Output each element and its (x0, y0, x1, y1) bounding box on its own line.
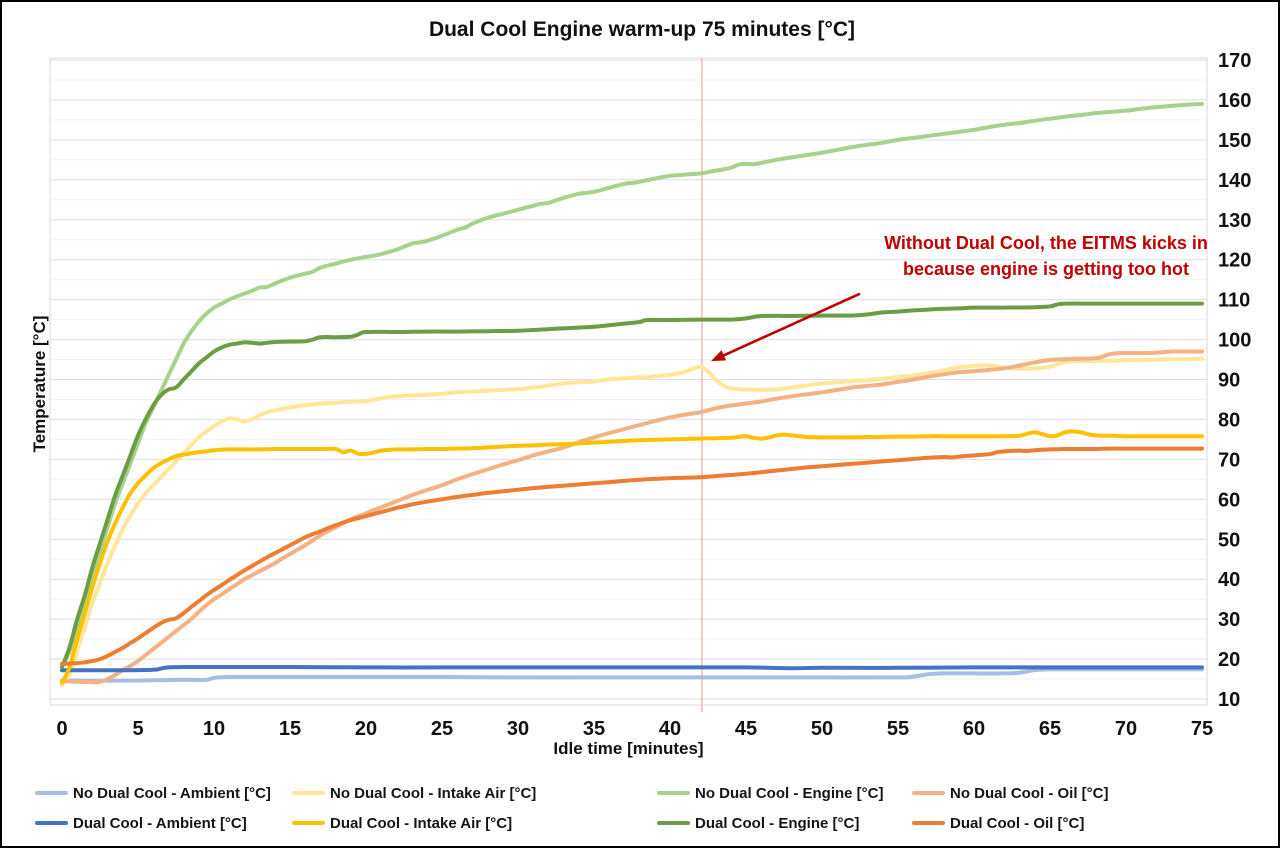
y-tick-label: 100 (1218, 330, 1251, 352)
legend-label: No Dual Cool - Ambient [°C] (73, 784, 271, 802)
x-tick-label: 20 (355, 718, 377, 740)
legend-item-no-dual-cool-oil-c: No Dual Cool - Oil [°C] (912, 778, 1278, 808)
y-tick-label: 110 (1218, 290, 1250, 312)
y-tick-label: 60 (1218, 489, 1240, 511)
x-tick-label: 30 (507, 718, 529, 740)
legend-swatch (292, 790, 325, 796)
legend-label: No Dual Cool - Oil [°C] (950, 784, 1109, 802)
x-tick-label: 55 (887, 718, 909, 740)
legend-label: Dual Cool - Engine [°C] (695, 814, 860, 832)
x-tick-label: 15 (279, 718, 301, 740)
x-tick-label: 25 (431, 718, 453, 740)
y-tick-label: 40 (1218, 569, 1240, 591)
x-axis-title: Idle time [minutes] (553, 739, 704, 758)
x-tick-label: 70 (1115, 718, 1137, 740)
y-tick-label: 20 (1218, 649, 1240, 671)
x-tick-label: 5 (132, 718, 143, 740)
chart-title: Dual Cool Engine warm-up 75 minutes [°C] (428, 18, 856, 41)
legend-item-dual-cool-oil-c: Dual Cool - Oil [°C] (912, 808, 1278, 838)
x-tick-label: 10 (203, 718, 225, 740)
legend-swatch (912, 790, 945, 796)
plot-border (49, 57, 1208, 706)
legend-label: Dual Cool - Intake Air [°C] (330, 814, 513, 832)
legend-swatch (35, 790, 68, 796)
legend-item-dual-cool-engine-c: Dual Cool - Engine [°C] (657, 808, 912, 838)
annotation-arrow (718, 292, 861, 359)
legend-item-no-dual-cool-intake-air-c: No Dual Cool - Intake Air [°C] (292, 778, 657, 808)
series-line-dual-cool-intake-air-c (60, 429, 1204, 685)
x-tick-label: 0 (56, 718, 67, 740)
series-line-no-dual-cool-ambient-c (60, 667, 1204, 683)
series-line-dual-cool-ambient-c (60, 664, 1204, 673)
legend-label: Dual Cool - Oil [°C] (950, 814, 1085, 832)
annotation-arrowhead (711, 350, 727, 362)
y-tick-label: 160 (1218, 90, 1251, 112)
annotation-line-1: Without Dual Cool, the EITMS kicks in (884, 233, 1208, 253)
legend-swatch (292, 820, 325, 826)
y-tick-label: 140 (1218, 170, 1251, 192)
legend-label: No Dual Cool - Engine [°C] (695, 784, 884, 802)
x-tick-label: 35 (583, 718, 605, 740)
x-tick-label: 50 (811, 718, 833, 740)
legend-item-no-dual-cool-engine-c: No Dual Cool - Engine [°C] (657, 778, 912, 808)
x-tick-label: 60 (963, 718, 985, 740)
annotation-callout: Without Dual Cool, the EITMS kicks in be… (850, 230, 1242, 282)
y-tick-label: 10 (1218, 689, 1240, 711)
x-tick-label: 75 (1191, 718, 1213, 740)
series-line-dual-cool-engine-c (60, 301, 1204, 669)
legend: No Dual Cool - Ambient [°C] No Dual Cool … (2, 774, 1278, 838)
legend-label: No Dual Cool - Intake Air [°C] (330, 784, 537, 802)
plot-area: 1701601501401301201101009080706050403020… (49, 50, 1251, 740)
series-line-no-dual-cool-intake-air-c (60, 356, 1204, 687)
x-tick-label: 65 (1039, 718, 1061, 740)
y-tick-label: 50 (1218, 529, 1240, 551)
series-line-no-dual-cool-oil-c (60, 349, 1204, 685)
series-line-dual-cool-oil-c (60, 446, 1204, 666)
y-tick-label: 70 (1218, 449, 1240, 471)
y-tick-label: 80 (1218, 409, 1240, 431)
y-axis-title: Temperature [°C] (30, 315, 49, 453)
legend-label: Dual Cool - Ambient [°C] (73, 814, 247, 832)
legend-item-dual-cool-intake-air-c: Dual Cool - Intake Air [°C] (292, 808, 657, 838)
y-tick-label: 150 (1218, 130, 1251, 152)
y-tick-label: 170 (1218, 50, 1251, 72)
y-tick-label: 120 (1218, 250, 1251, 272)
legend-swatch (912, 820, 945, 826)
x-tick-label: 40 (659, 718, 681, 740)
y-tick-label: 130 (1218, 210, 1251, 232)
legend-item-no-dual-cool-ambient-c: No Dual Cool - Ambient [°C] (35, 778, 292, 808)
legend-swatch (657, 820, 690, 826)
legend-swatch (657, 790, 690, 796)
y-tick-label: 90 (1218, 370, 1240, 392)
series-line-no-dual-cool-engine-c (60, 101, 1204, 669)
y-tick-label: 30 (1218, 609, 1240, 631)
x-tick-label: 45 (735, 718, 757, 740)
legend-item-dual-cool-ambient-c: Dual Cool - Ambient [°C] (35, 808, 292, 838)
legend-swatch (35, 820, 68, 826)
annotation-line-2: because engine is getting too hot (902, 259, 1190, 279)
